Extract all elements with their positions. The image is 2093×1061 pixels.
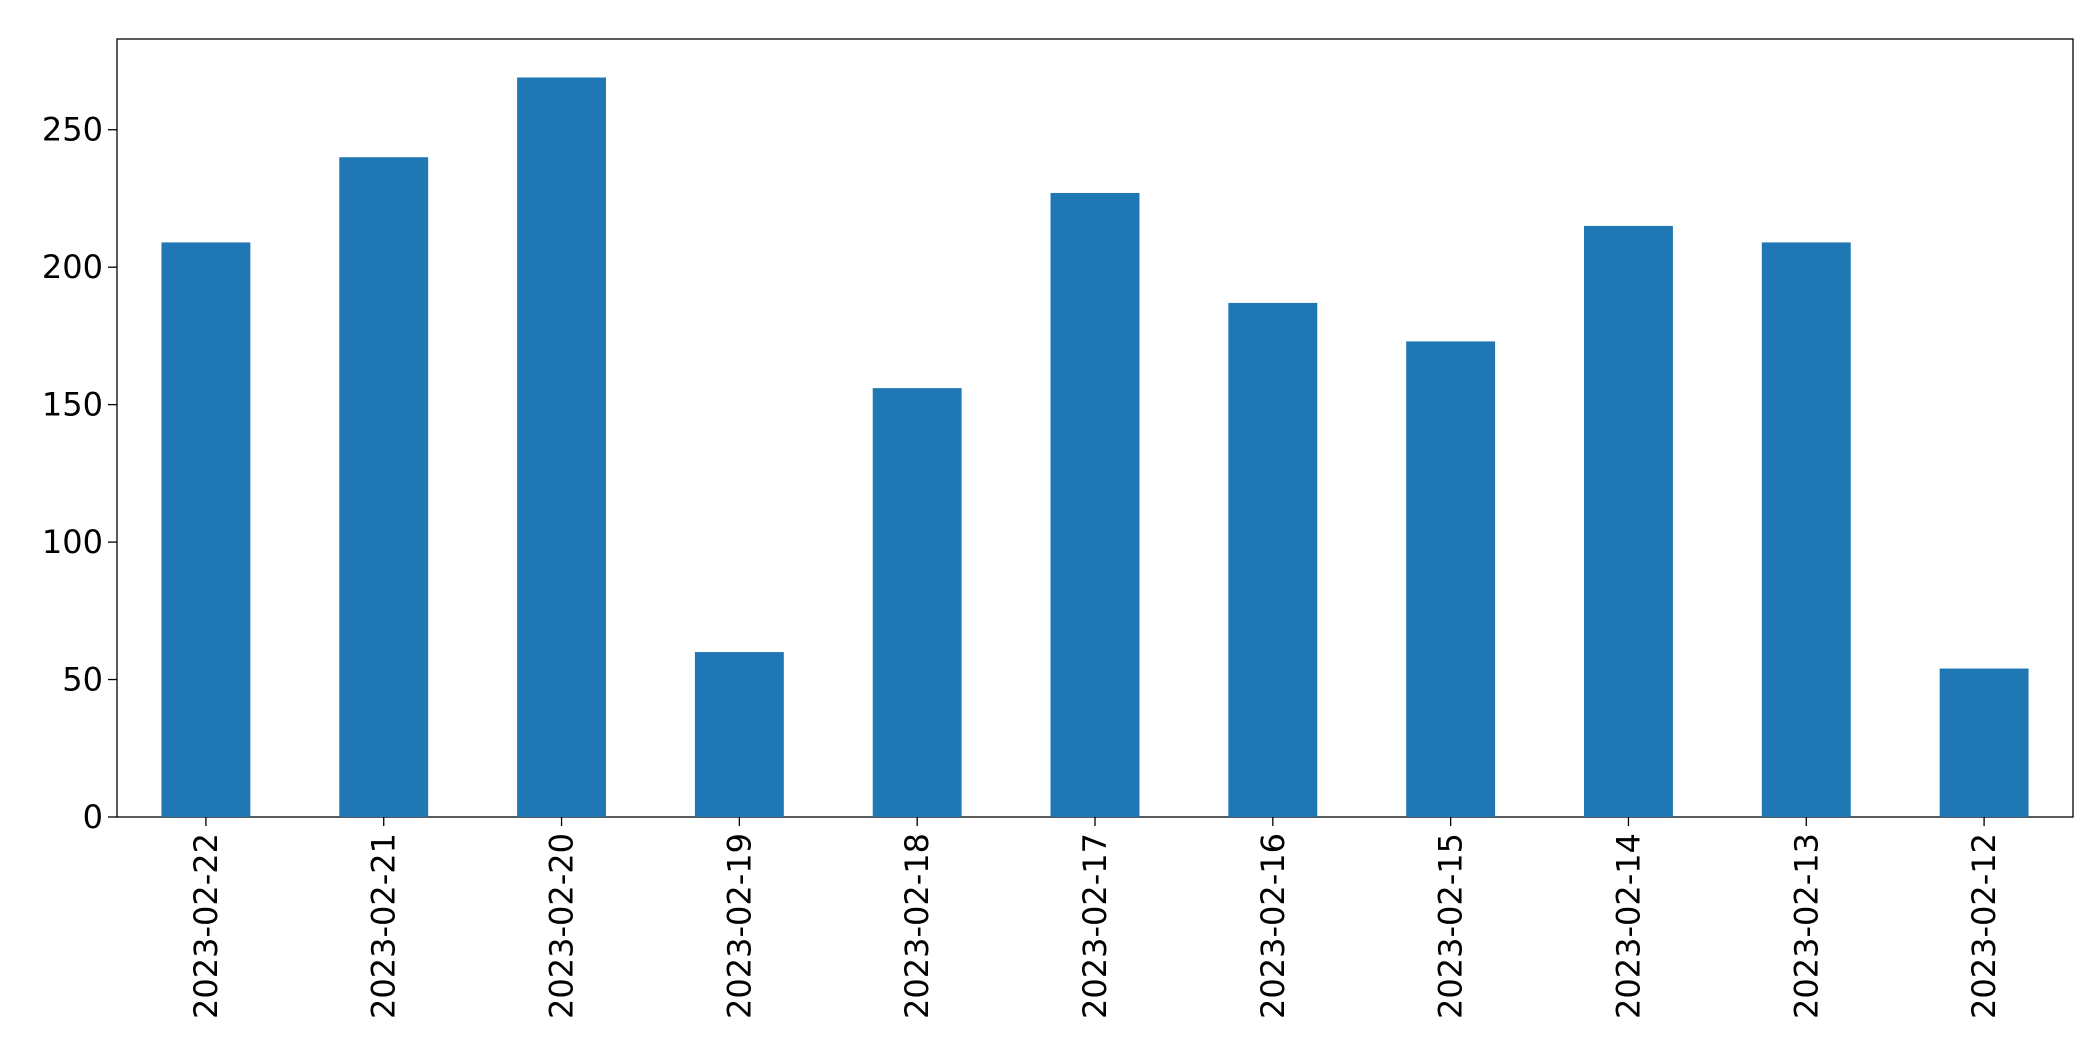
y-tick-label: 200 (42, 248, 103, 286)
x-tick-label: 2023-02-13 (1787, 833, 1825, 1019)
bar (694, 652, 784, 817)
bar (339, 157, 429, 817)
x-tick-label: 2023-02-21 (365, 833, 403, 1019)
y-tick-label: 150 (42, 386, 103, 424)
x-tick-label: 2023-02-19 (720, 833, 758, 1019)
bar (1050, 192, 1140, 817)
bar (1761, 242, 1851, 817)
bar (1584, 225, 1673, 817)
y-tick-label: 100 (42, 523, 103, 561)
y-tick-label: 250 (42, 111, 103, 149)
bar (872, 388, 962, 817)
x-tick-label: 2023-02-20 (543, 833, 581, 1019)
bar (1228, 302, 1318, 818)
x-tick-label: 2023-02-14 (1609, 833, 1647, 1019)
bar (1406, 341, 1496, 817)
x-tick-label: 2023-02-16 (1254, 833, 1292, 1019)
x-tick-label: 2023-02-22 (187, 833, 225, 1019)
y-tick-label: 50 (62, 661, 103, 699)
x-tick-label: 2023-02-17 (1076, 833, 1114, 1019)
x-tick-label: 2023-02-12 (1965, 833, 2003, 1019)
y-tick-label: 0 (83, 798, 103, 836)
x-tick-label: 2023-02-15 (1432, 833, 1470, 1019)
x-tick-label: 2023-02-18 (898, 833, 936, 1019)
bar (517, 77, 606, 818)
bar (1939, 668, 2029, 817)
bar (161, 242, 251, 817)
